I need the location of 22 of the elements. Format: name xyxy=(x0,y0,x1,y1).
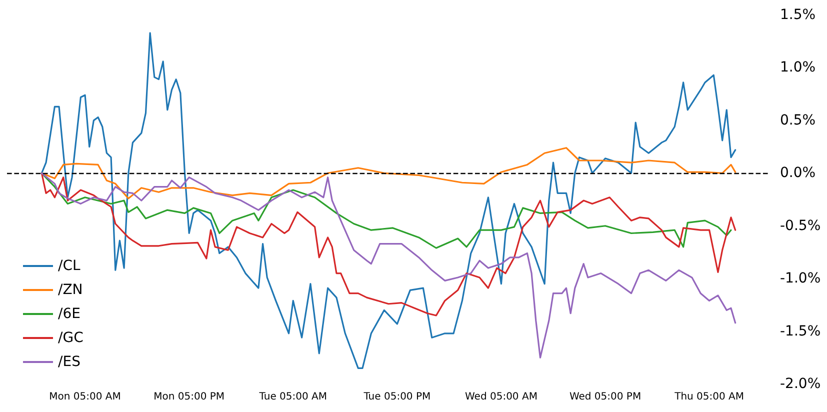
y-tick-label: 0.5% xyxy=(780,112,816,128)
legend-label: /6E xyxy=(58,306,80,322)
x-tick-label: Mon 05:00 PM xyxy=(154,392,225,402)
y-tick-label: -2.0% xyxy=(780,376,821,392)
y-tick-label: 1.0% xyxy=(780,60,816,76)
x-tick-label: Thu 05:00 AM xyxy=(674,392,744,402)
x-tick-label: Wed 05:00 AM xyxy=(464,392,538,402)
line-series xyxy=(40,147,736,200)
y-tick-label: 0.0% xyxy=(780,165,816,182)
legend-label: /CL xyxy=(58,258,80,274)
x-tick-label: Tue 05:00 PM xyxy=(362,392,431,402)
legend-label: /ES xyxy=(58,354,81,370)
x-tick-label: Wed 05:00 PM xyxy=(569,392,642,402)
y-tick-label: -1.0% xyxy=(780,270,821,287)
y-tick-label: -0.5% xyxy=(780,218,821,234)
legend-label: /GC xyxy=(58,330,84,346)
x-tick-label: Mon 05:00 AM xyxy=(49,392,121,402)
y-tick-label: 1.5% xyxy=(780,7,816,23)
y-tick-label: -1.5% xyxy=(780,323,821,340)
x-tick-label: Tue 05:00 AM xyxy=(258,392,327,402)
line-series xyxy=(40,32,736,369)
legend-label: /ZN xyxy=(58,282,83,298)
